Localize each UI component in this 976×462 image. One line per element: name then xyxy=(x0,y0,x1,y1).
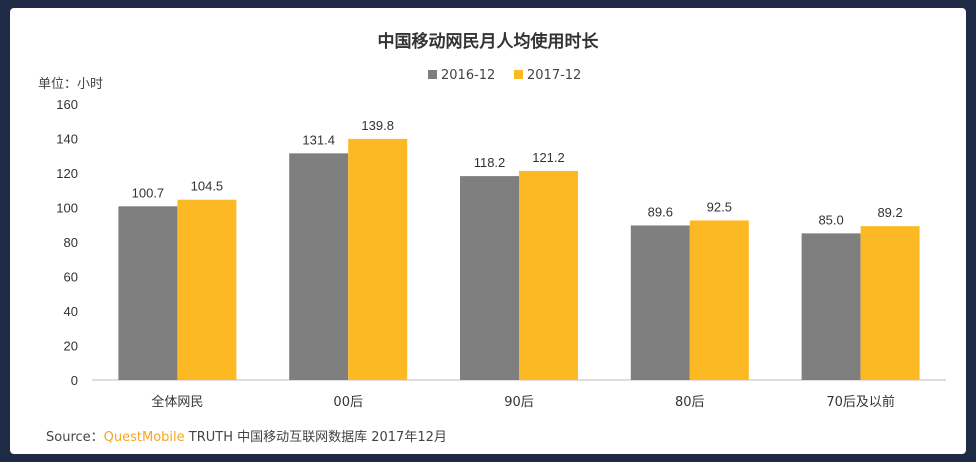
data-label: 104.5 xyxy=(191,179,224,194)
data-label: 89.2 xyxy=(877,205,902,220)
source-note: Source：QuestMobile TRUTH 中国移动互联网数据库 2017… xyxy=(46,426,447,445)
y-tick-label: 40 xyxy=(64,304,78,319)
source-rest: TRUTH 中国移动互联网数据库 2017年12月 xyxy=(184,430,447,445)
x-category-label: 70后及以前 xyxy=(826,394,895,410)
x-category-label: 80后 xyxy=(675,395,705,410)
y-tick-label: 100 xyxy=(56,201,78,216)
bar-2016-12-90后 xyxy=(460,176,519,380)
legend-swatch-2017-12 xyxy=(514,70,523,79)
y-tick-label: 0 xyxy=(71,373,78,388)
x-category-label: 全体网民 xyxy=(151,394,203,410)
bar-2016-12-80后 xyxy=(630,225,690,380)
data-label: 89.6 xyxy=(648,204,673,219)
y-tick-label: 140 xyxy=(56,132,78,147)
data-label: 85.0 xyxy=(818,212,843,227)
y-tick-label: 60 xyxy=(64,270,78,285)
y-unit-label: 单位：小时 xyxy=(38,77,103,92)
y-tick-label: 120 xyxy=(56,166,78,181)
chart-title: 中国移动网民月人均使用时长 xyxy=(378,31,600,52)
data-label: 100.7 xyxy=(132,185,165,200)
bar-2016-12-70后及以前 xyxy=(801,233,861,380)
data-label: 92.5 xyxy=(707,199,732,214)
bar-2016-12-00后 xyxy=(289,153,349,380)
source-prefix: Source： xyxy=(46,430,104,445)
bar-2017-12-全体网民 xyxy=(177,199,237,380)
y-tick-label: 20 xyxy=(64,339,78,354)
y-tick-label: 160 xyxy=(56,97,78,112)
x-axis-categories: 全体网民 00后 90后 80后 70后及以前 xyxy=(151,394,894,410)
chart-card: 中国移动网民月人均使用时长 2016-12 2017-12 单位：小时 0 20 4… xyxy=(10,8,966,454)
legend: 2016-12 2017-12 xyxy=(428,68,581,83)
bar-chart: 中国移动网民月人均使用时长 2016-12 2017-12 单位：小时 0 20 4… xyxy=(38,31,946,410)
legend-swatch-2016-12 xyxy=(428,70,437,79)
y-axis-ticks: 0 20 40 60 80 100 120 140 160 xyxy=(56,97,78,388)
data-label: 139.8 xyxy=(361,118,394,133)
legend-label-2017-12: 2017-12 xyxy=(527,68,581,83)
y-tick-label: 80 xyxy=(64,235,78,250)
bar-2017-12-90后 xyxy=(519,170,578,380)
data-label: 131.4 xyxy=(302,132,335,147)
x-category-label: 00后 xyxy=(333,395,363,410)
data-label: 118.2 xyxy=(474,155,506,170)
bar-2017-12-80后 xyxy=(689,220,749,380)
data-labels: 100.7 104.5 131.4 139.8 118.2 121.2 89.6 92.5 85… xyxy=(132,118,903,228)
bar-2017-12-00后 xyxy=(348,138,408,380)
legend-label-2016-12: 2016-12 xyxy=(441,68,495,83)
bars xyxy=(118,138,920,380)
x-category-label: 90后 xyxy=(504,395,534,410)
bar-2017-12-70后及以前 xyxy=(860,226,920,380)
data-label: 121.2 xyxy=(532,150,565,165)
bar-2016-12-全体网民 xyxy=(118,206,178,380)
source-brand: QuestMobile xyxy=(103,430,185,445)
